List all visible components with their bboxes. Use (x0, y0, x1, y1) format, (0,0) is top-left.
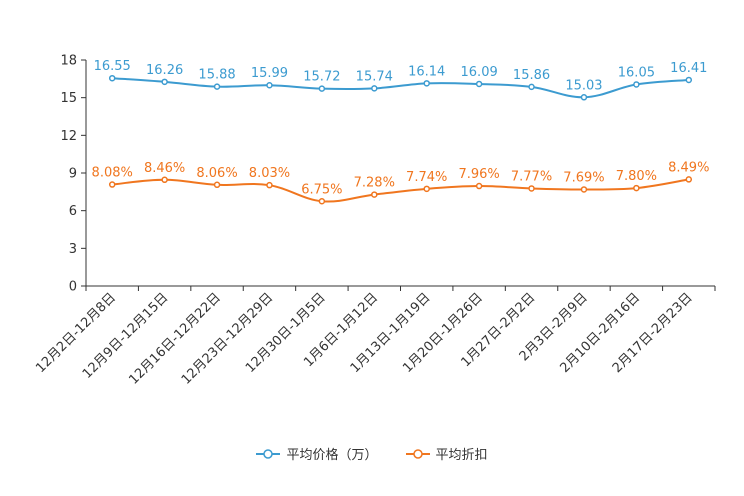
series-1-data-label: 8.08% (92, 166, 133, 181)
series-1-point[interactable] (266, 181, 273, 189)
series-1-data-label: 8.49% (668, 160, 709, 175)
legend-item-0[interactable]: 平均价格（万） (256, 444, 378, 463)
series-0-data-label: 15.03 (565, 78, 602, 93)
series-0-data-label: 16.26 (146, 63, 183, 78)
series-1-data-label: 7.80% (616, 169, 657, 184)
series-0-point[interactable] (423, 80, 430, 87)
series-0-data-label: 15.88 (198, 68, 235, 83)
legend-item-1[interactable]: 平均折扣 (405, 444, 488, 463)
series-0-point[interactable] (161, 78, 168, 86)
legend-line-marker-icon (256, 448, 281, 459)
y-tick-label: 0 (69, 280, 77, 295)
series-0-point[interactable] (266, 81, 273, 89)
series-1-data-label: 8.46% (144, 161, 185, 176)
series-0-data-label: 16.14 (408, 64, 445, 79)
legend-label: 平均折扣 (435, 448, 488, 463)
series-1-point[interactable] (108, 181, 116, 188)
series-line-1 (112, 178, 689, 203)
series-1-point[interactable] (318, 198, 326, 205)
x-tick-label: 12月23日-12月29日 (179, 290, 276, 387)
x-tick-label: 12月16日-12月22日 (126, 290, 223, 387)
series-1-point[interactable] (685, 176, 693, 183)
series-1-data-label: 7.74% (406, 170, 447, 185)
series-1-point[interactable] (213, 181, 221, 189)
series-1-point[interactable] (423, 185, 430, 193)
y-tick-label: 6 (69, 204, 77, 219)
series-1-data-label: 7.77% (511, 169, 552, 184)
series-1-data-label: 7.28% (354, 176, 395, 191)
series-1-data-label: 7.69% (563, 170, 604, 185)
series-0-data-label: 16.55 (94, 59, 131, 74)
series-line-0 (112, 77, 689, 99)
chart-legend: 平均价格（万） 平均折扣 (0, 444, 744, 463)
y-tick-label: 18 (60, 54, 77, 69)
series-0-point[interactable] (633, 81, 640, 88)
series-1-point[interactable] (580, 186, 588, 193)
chart-axes: 036912151812月2日-12月8日12月9日-12月15日12月16日-… (33, 54, 716, 388)
series-0-data-label: 16.05 (618, 65, 655, 80)
series-0-point[interactable] (475, 80, 483, 88)
series-1-data-label: 6.75% (301, 182, 342, 197)
series-1-point[interactable] (475, 182, 483, 190)
y-tick-label: 3 (69, 242, 77, 257)
series-0-data-label: 16.41 (670, 61, 707, 76)
y-tick-label: 12 (60, 129, 77, 144)
series-1-point[interactable] (371, 191, 378, 198)
series-0-data-label: 15.72 (303, 70, 340, 85)
series-0-point[interactable] (528, 83, 535, 91)
chart-data-labels: 16.55 16.26 15.88 15.99 15.72 15.74 16.14 16.09… (92, 59, 710, 197)
series-1-data-label: 8.06% (196, 166, 237, 181)
legend-label: 平均价格（万） (286, 448, 378, 463)
legend-line-marker-icon (405, 448, 430, 459)
series-0-data-label: 15.74 (356, 69, 393, 84)
series-1-data-label: 7.96% (458, 167, 499, 182)
series-0-data-label: 15.86 (513, 68, 550, 83)
series-0-point[interactable] (213, 83, 221, 90)
series-1-point[interactable] (633, 184, 640, 192)
series-0-point[interactable] (371, 85, 378, 92)
y-tick-label: 9 (69, 167, 77, 182)
series-0-data-label: 16.09 (461, 65, 498, 80)
series-0-point[interactable] (108, 74, 116, 82)
series-0-point[interactable] (580, 94, 588, 101)
series-1-data-label: 8.03% (249, 166, 290, 181)
series-0-data-label: 15.99 (251, 66, 288, 81)
y-tick-label: 15 (60, 91, 77, 106)
series-0-point[interactable] (685, 76, 693, 84)
chart-series (108, 74, 693, 205)
series-1-point[interactable] (528, 185, 535, 192)
series-0-point[interactable] (318, 85, 326, 92)
series-1-point[interactable] (161, 176, 168, 184)
